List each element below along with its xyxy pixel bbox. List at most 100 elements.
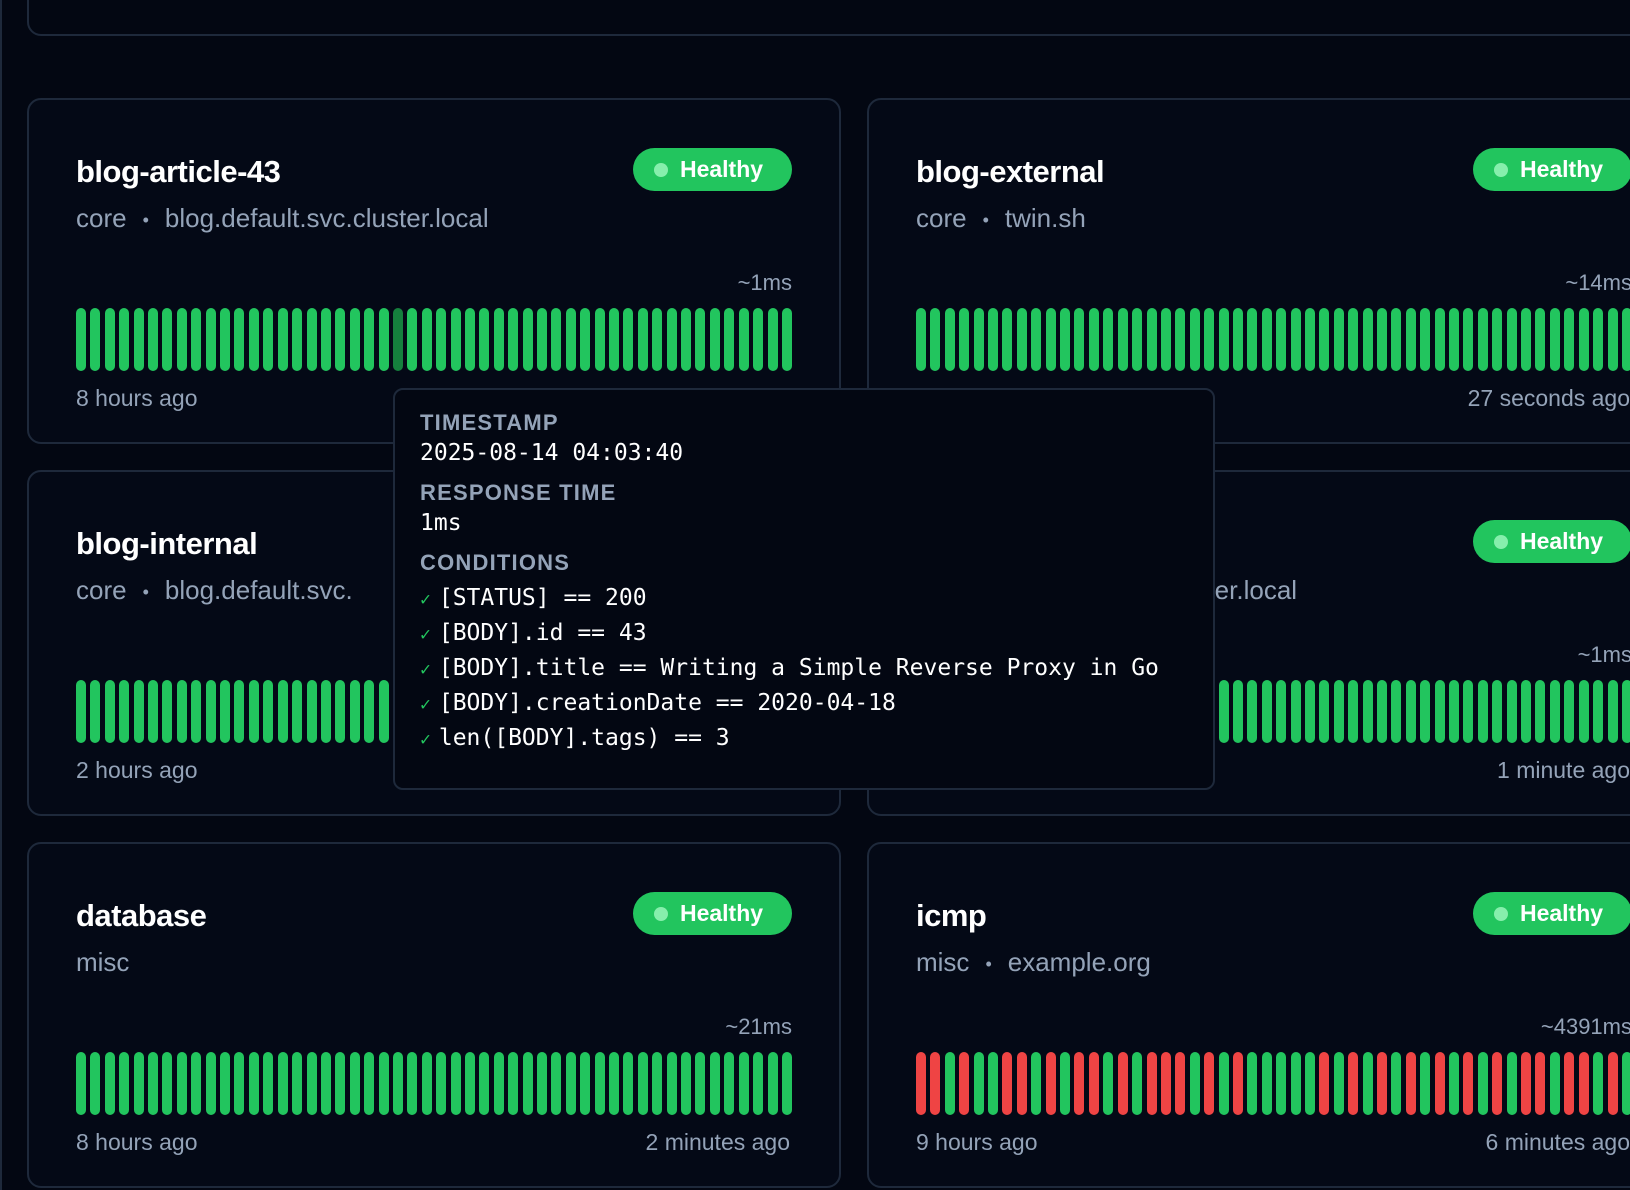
- result-bar[interactable]: [191, 680, 202, 743]
- result-bar[interactable]: [479, 308, 490, 371]
- result-bar[interactable]: [234, 1052, 245, 1115]
- result-bar[interactable]: [1621, 308, 1630, 371]
- result-bar[interactable]: [320, 1052, 331, 1115]
- result-bar[interactable]: [1189, 1052, 1200, 1115]
- result-bar[interactable]: [1261, 308, 1272, 371]
- result-bar[interactable]: [234, 680, 245, 743]
- result-bar[interactable]: [148, 1052, 159, 1115]
- result-bar[interactable]: [277, 680, 288, 743]
- result-bar[interactable]: [306, 680, 317, 743]
- result-bar[interactable]: [306, 1052, 317, 1115]
- result-bar[interactable]: [1492, 1052, 1503, 1115]
- result-bar[interactable]: [1477, 680, 1488, 743]
- result-bar[interactable]: [1132, 1052, 1143, 1115]
- result-bar[interactable]: [133, 680, 144, 743]
- result-bar[interactable]: [508, 308, 519, 371]
- result-bar[interactable]: [1304, 308, 1315, 371]
- result-bar[interactable]: [1276, 308, 1287, 371]
- result-bar[interactable]: [364, 1052, 375, 1115]
- result-bar[interactable]: [364, 680, 375, 743]
- result-bar[interactable]: [930, 308, 941, 371]
- result-bar[interactable]: [916, 308, 927, 371]
- result-bar[interactable]: [1463, 308, 1474, 371]
- result-bar[interactable]: [1304, 1052, 1315, 1115]
- result-bar[interactable]: [392, 1052, 403, 1115]
- result-bar[interactable]: [378, 308, 389, 371]
- result-bar[interactable]: [1348, 308, 1359, 371]
- result-bar[interactable]: [1290, 680, 1301, 743]
- result-bar[interactable]: [263, 1052, 274, 1115]
- result-bar[interactable]: [349, 680, 360, 743]
- result-bar[interactable]: [637, 1052, 648, 1115]
- result-bar[interactable]: [1607, 680, 1618, 743]
- result-bar[interactable]: [1319, 308, 1330, 371]
- result-bar[interactable]: [335, 680, 346, 743]
- result-bar[interactable]: [1564, 308, 1575, 371]
- result-bar[interactable]: [652, 308, 663, 371]
- result-bar[interactable]: [944, 1052, 955, 1115]
- result-bar[interactable]: [1521, 680, 1532, 743]
- result-bar[interactable]: [988, 1052, 999, 1115]
- result-bar[interactable]: [1232, 680, 1243, 743]
- result-bar[interactable]: [248, 680, 259, 743]
- result-bar[interactable]: [1117, 308, 1128, 371]
- result-bar[interactable]: [1175, 308, 1186, 371]
- result-bar[interactable]: [479, 1052, 490, 1115]
- result-bar[interactable]: [1535, 680, 1546, 743]
- result-bar[interactable]: [1333, 680, 1344, 743]
- result-bar[interactable]: [1405, 680, 1416, 743]
- result-bar[interactable]: [450, 308, 461, 371]
- result-bar[interactable]: [1362, 308, 1373, 371]
- result-bar[interactable]: [292, 308, 303, 371]
- result-bar[interactable]: [1348, 680, 1359, 743]
- result-bar[interactable]: [1333, 1052, 1344, 1115]
- result-bar[interactable]: [1549, 680, 1560, 743]
- result-bar[interactable]: [335, 1052, 346, 1115]
- result-bar[interactable]: [1276, 1052, 1287, 1115]
- result-bar[interactable]: [277, 1052, 288, 1115]
- result-bar[interactable]: [594, 1052, 605, 1115]
- result-bar[interactable]: [973, 1052, 984, 1115]
- result-bar[interactable]: [119, 680, 130, 743]
- result-bar[interactable]: [1103, 1052, 1114, 1115]
- result-bar[interactable]: [1535, 308, 1546, 371]
- result-bar[interactable]: [1031, 1052, 1042, 1115]
- result-bar[interactable]: [104, 680, 115, 743]
- result-bar[interactable]: [191, 1052, 202, 1115]
- result-bar[interactable]: [1420, 1052, 1431, 1115]
- result-bar[interactable]: [767, 1052, 778, 1115]
- result-bar[interactable]: [1506, 1052, 1517, 1115]
- result-bar[interactable]: [1607, 308, 1618, 371]
- result-bar[interactable]: [738, 308, 749, 371]
- result-bar[interactable]: [119, 308, 130, 371]
- result-bar[interactable]: [1031, 308, 1042, 371]
- result-bar[interactable]: [1477, 308, 1488, 371]
- result-bar[interactable]: [695, 1052, 706, 1115]
- result-bar[interactable]: [162, 1052, 173, 1115]
- result-bar[interactable]: [1175, 1052, 1186, 1115]
- result-bar[interactable]: [1117, 1052, 1128, 1115]
- result-bar[interactable]: [263, 308, 274, 371]
- result-bar[interactable]: [753, 308, 764, 371]
- result-bar[interactable]: [1420, 308, 1431, 371]
- result-bar[interactable]: [637, 308, 648, 371]
- result-bar[interactable]: [1621, 1052, 1630, 1115]
- result-bar[interactable]: [306, 308, 317, 371]
- result-bar[interactable]: [436, 308, 447, 371]
- endpoint-card[interactable]: blog-article-43 coreblog.default.svc.clus…: [27, 98, 841, 444]
- result-bar[interactable]: [709, 308, 720, 371]
- result-bar[interactable]: [609, 308, 620, 371]
- result-bar[interactable]: [1074, 1052, 1085, 1115]
- result-bar[interactable]: [959, 1052, 970, 1115]
- result-bar[interactable]: [1549, 308, 1560, 371]
- result-bar[interactable]: [695, 308, 706, 371]
- endpoint-card[interactable]: blog-external coretwin.sh Healthy ~14ms 27 s…: [867, 98, 1630, 444]
- result-bar[interactable]: [90, 680, 101, 743]
- result-bar[interactable]: [1463, 1052, 1474, 1115]
- result-bar[interactable]: [1362, 680, 1373, 743]
- result-bar[interactable]: [666, 308, 677, 371]
- result-bar[interactable]: [450, 1052, 461, 1115]
- result-bar[interactable]: [973, 308, 984, 371]
- result-bar[interactable]: [320, 308, 331, 371]
- result-bar[interactable]: [349, 1052, 360, 1115]
